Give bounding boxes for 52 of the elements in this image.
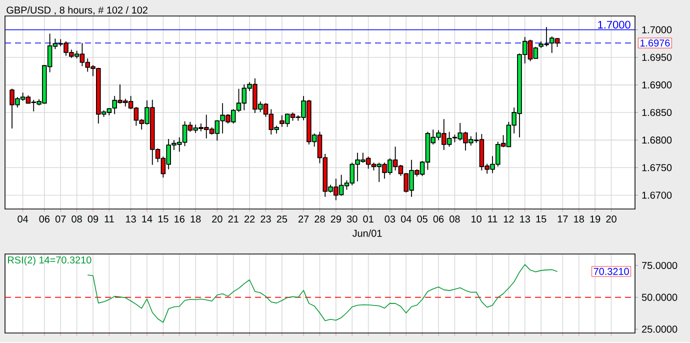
text: Jun/01 xyxy=(352,230,382,237)
line-series xyxy=(87,264,558,323)
x-tick-label: 09 xyxy=(88,216,98,223)
x-tick-label: 08 xyxy=(72,216,82,223)
x-tick-label: 10 xyxy=(472,216,482,223)
x-tick-label: 19 xyxy=(590,216,600,223)
y-tick-label: 50.0000 xyxy=(642,294,678,301)
x-tick-label: 04 xyxy=(18,216,28,223)
x-tick-label: 11 xyxy=(104,216,114,222)
x-tick-label: 20 xyxy=(212,216,222,223)
y-tick-label: 1.6850 xyxy=(642,109,672,116)
chart-title: GBP/USD , 8 hours, # 102 / 102 xyxy=(6,6,148,15)
y-tick-label: 1.6750 xyxy=(642,164,672,172)
x-tick-label: 18 xyxy=(574,216,584,223)
x-tick-label: 07 xyxy=(55,216,66,223)
y-tick-label: 1.6950 xyxy=(642,54,672,61)
x-tick-label: 05 xyxy=(417,216,428,223)
x-tick-label: 06 xyxy=(433,216,444,223)
x-tick-label: 21 xyxy=(228,216,238,223)
y-tick-label: 1.7000 xyxy=(642,26,672,34)
ref-line-label: 1.7000 xyxy=(598,20,630,29)
x-tick-label: 22 xyxy=(244,216,255,223)
x-tick-label: 01 xyxy=(363,216,374,223)
chart-title: RSI(2) 14=70.3210 xyxy=(8,256,92,266)
x-tick-label: 13 xyxy=(520,216,530,223)
x-tick-label: 03 xyxy=(384,216,396,223)
x-tick-label: 27 xyxy=(298,216,309,223)
y-tick-label: 1.6800 xyxy=(642,136,672,144)
x-tick-label: 29 xyxy=(330,216,342,223)
x-tick-label: 15 xyxy=(536,216,546,223)
y-tick-label: 25.0000 xyxy=(642,326,678,333)
x-tick-label: 13 xyxy=(126,216,136,223)
y-tick-label: 1.6700 xyxy=(642,192,672,199)
x-tick-label: 16 xyxy=(174,216,184,223)
x-tick-label: 25 xyxy=(276,216,288,223)
y-tick-label: 1.6900 xyxy=(642,81,672,89)
y-tick-label: 75.0000 xyxy=(642,262,678,270)
x-tick-label: 23 xyxy=(260,216,271,223)
annotation: 70.3210 xyxy=(594,268,629,276)
x-tick-label: 04 xyxy=(400,216,412,223)
x-tick-label: 18 xyxy=(190,216,201,223)
x-tick-label: 30 xyxy=(346,216,358,223)
x-tick-label: 14 xyxy=(142,216,152,222)
x-tick-label: 06 xyxy=(39,216,50,223)
x-tick-label: 28 xyxy=(314,216,325,223)
ref-line-label: 1.6976 xyxy=(640,40,670,47)
x-tick-label: 17 xyxy=(558,216,568,222)
x-tick-label: 12 xyxy=(504,216,514,223)
x-tick-label: 15 xyxy=(158,216,168,223)
x-tick-label: 11 xyxy=(488,216,498,222)
x-tick-label: 08 xyxy=(450,216,460,223)
x-tick-label: 20 xyxy=(606,216,616,223)
